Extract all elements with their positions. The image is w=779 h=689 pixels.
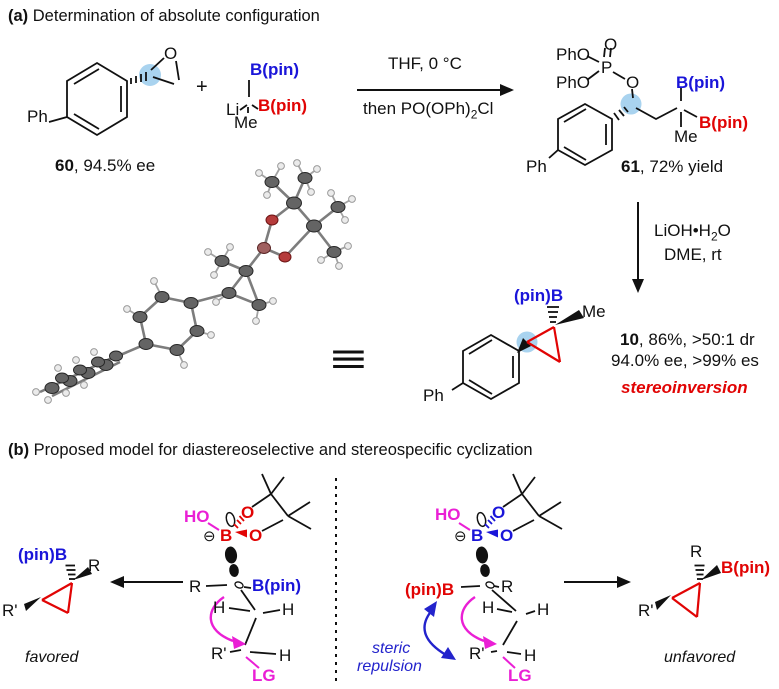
- reagent-me-label: Me: [234, 113, 258, 132]
- panel-b-title: (b) Proposed model for diastereoselectiv…: [8, 442, 533, 459]
- compound-61-skeleton: [548, 47, 698, 167]
- left-ts-skeleton: [205, 473, 312, 669]
- right-ts-lg-label: LG: [508, 666, 532, 685]
- arrow-to-unfavored: [564, 576, 631, 588]
- conditions-below-sub: 2: [470, 107, 478, 122]
- compound-10-caption-line2: 94.0% ee, >99% es: [611, 351, 759, 370]
- compound-61-id: 61: [621, 157, 640, 176]
- compound-10-ph-label: Ph: [423, 386, 444, 405]
- panel-b-label: (b): [8, 441, 30, 459]
- compound-61-pho-top-label: PhO: [556, 45, 591, 64]
- hydrolysis-line1-end: O: [717, 221, 731, 240]
- xray-crystal-structure: [32, 159, 356, 404]
- favored-caption: favored: [25, 649, 79, 666]
- conditions-below-main: then PO(OPh): [363, 99, 471, 118]
- compound-60-id: 60: [55, 156, 74, 175]
- panel-a-title-text: Determination of absolute configuration: [32, 7, 320, 25]
- plus-sign: +: [196, 76, 208, 98]
- left-ts-h-right-label: H: [282, 600, 295, 619]
- compound-10-details1: , 86%, >50:1 dr: [638, 330, 755, 349]
- compound-61-ph-label: Ph: [526, 157, 547, 176]
- right-ts-r-label: R: [501, 577, 514, 596]
- compound-10-skeleton: [451, 306, 584, 401]
- left-product-skeleton: [24, 564, 92, 614]
- right-product-r-label: R: [690, 542, 703, 561]
- steric-repulsion-arrow: [423, 608, 447, 657]
- compound-10-id: 10: [620, 330, 639, 349]
- right-ts-skeleton: [423, 473, 563, 669]
- hydrolysis-line1-main: LiOH•H: [654, 221, 711, 240]
- reagent-bpin-top-label: B(pin): [250, 60, 300, 79]
- left-ts-ho-label: HO: [184, 507, 210, 526]
- right-ts-h-left-label: H: [482, 598, 495, 617]
- compound-61-pho-bottom-label: PhO: [556, 73, 591, 92]
- reaction-conditions-below: then PO(OPh)2Cl: [363, 100, 493, 120]
- compound-61-caption: 61, 72% yield: [621, 158, 723, 175]
- compound-10-bpin-label: (pin)B: [514, 286, 564, 305]
- right-ts-bpin-label: (pin)B: [405, 580, 455, 599]
- compound-60-ph-label: Ph: [27, 107, 48, 126]
- left-ts-o-right-label: O: [249, 526, 263, 545]
- reaction-conditions-above: THF, 0 °C: [388, 54, 462, 73]
- right-product-skeleton: [655, 564, 721, 618]
- reaction-arrow-right: [357, 84, 514, 96]
- left-ts-lg-label: LG: [252, 666, 276, 685]
- conditions-below-end: Cl: [477, 99, 494, 118]
- reagent-skeleton: [239, 80, 259, 113]
- equivalence-sign: ≡: [330, 335, 367, 382]
- compound-61-details: , 72% yield: [639, 157, 724, 176]
- compound-60-caption: 60, 94.5% ee: [55, 157, 155, 174]
- stereoinversion-label: stereoinversion: [621, 378, 748, 397]
- right-ts-b-label: B: [471, 526, 484, 545]
- compound-60-epoxide-o-label: O: [164, 44, 178, 63]
- panel-b-title-text: Proposed model for diastereoselective an…: [33, 441, 533, 459]
- left-ts-rprime-label: R': [211, 644, 227, 663]
- hydrolysis-line1-sub: 2: [710, 229, 718, 244]
- right-product-rprime-label: R': [638, 601, 654, 620]
- compound-61-o-ester-label: O: [626, 73, 640, 92]
- right-ts-ho-label: HO: [435, 505, 461, 524]
- compound-60-skeleton: [48, 57, 180, 137]
- compound-61-bpin-top-label: B(pin): [676, 73, 726, 92]
- reaction-arrow-down: [632, 202, 644, 293]
- left-ts-charge: ⊖: [203, 528, 216, 545]
- panel-a-title: (a) Determination of absolute configurat…: [8, 8, 320, 25]
- left-product-r-label: R: [88, 556, 101, 575]
- right-ts-rprime-label: R': [469, 644, 485, 663]
- left-ts-bpin-label: B(pin): [252, 576, 302, 595]
- left-product-rprime-label: R': [2, 601, 18, 620]
- hydrolysis-conditions-line1: LiOH•H2O: [654, 222, 731, 242]
- left-ts-o-top-label: O: [241, 503, 255, 522]
- arrow-to-favored: [110, 576, 183, 588]
- unfavored-caption: unfavored: [664, 649, 736, 666]
- right-ts-h-bottom-label: H: [524, 646, 537, 665]
- compound-61-me-label: Me: [674, 127, 698, 146]
- left-product-bpin-label: (pin)B: [18, 545, 68, 564]
- right-ts-charge: ⊖: [454, 528, 467, 545]
- compound-61-o-double-label: O: [604, 35, 618, 54]
- compound-10-caption-line1: 10, 86%, >50:1 dr: [620, 331, 755, 348]
- hydrolysis-conditions-line2: DME, rt: [664, 245, 722, 264]
- steric-note-line1: steric: [372, 640, 411, 657]
- left-ts-h-left-label: H: [213, 598, 226, 617]
- right-ts-h-right-label: H: [537, 600, 550, 619]
- reagent-li-label: Li: [226, 100, 240, 119]
- compound-10-me-label: Me: [582, 302, 606, 321]
- left-ts-r-label: R: [189, 577, 202, 596]
- right-ts-o-right-label: O: [500, 526, 514, 545]
- compound-61-bpin-right-label: B(pin): [699, 113, 749, 132]
- right-ts-o-top-label: O: [492, 503, 506, 522]
- steric-note-line2: repulsion: [357, 658, 422, 675]
- reagent-bpin-right-label: B(pin): [258, 96, 308, 115]
- left-ts-h-bottom-label: H: [279, 646, 292, 665]
- left-ts-b-label: B: [220, 526, 233, 545]
- panel-a-label: (a): [8, 7, 29, 25]
- compound-61-p-label: P: [601, 58, 613, 77]
- compound-60-details: , 94.5% ee: [73, 156, 156, 175]
- right-product-bpin-label: B(pin): [721, 558, 771, 577]
